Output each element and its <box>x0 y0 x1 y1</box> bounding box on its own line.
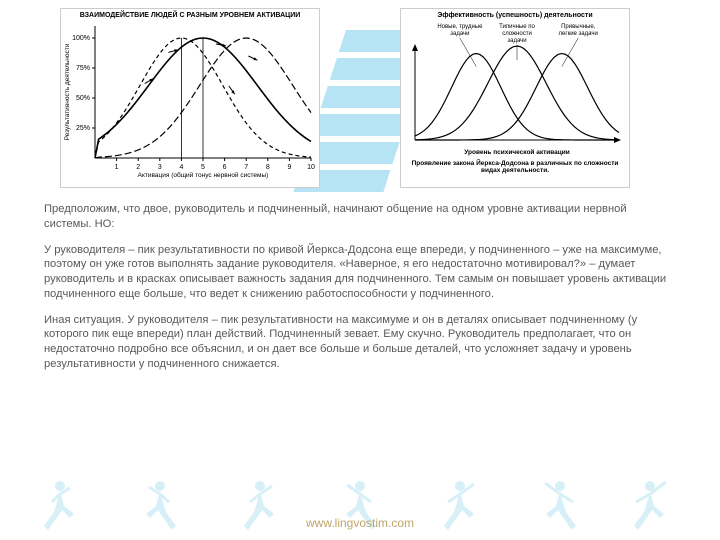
svg-text:Новые, трудные: Новые, трудные <box>437 24 483 30</box>
chart1-svg: 1 2 3 4 5 6 7 8 9 10 25% 50% 75% 100% Активация (общий… <box>61 20 319 180</box>
svg-text:2: 2 <box>136 164 140 171</box>
svg-text:9: 9 <box>287 164 291 171</box>
charts-row: ВЗАИМОДЕЙСТВИЕ ЛЮДЕЙ С РАЗНЫМ УРОВНЕМ АК… <box>0 0 720 192</box>
svg-text:7: 7 <box>244 164 248 171</box>
chart2-title: Эффективность (успешность) деятельности <box>401 9 629 20</box>
svg-text:3: 3 <box>158 164 162 171</box>
svg-text:50%: 50% <box>76 95 90 102</box>
svg-text:сложности: сложности <box>502 31 532 37</box>
svg-text:Результативность деятельности: Результативность деятельности <box>64 43 71 140</box>
chart2-svg: Новые, трудныезадачиТипичные посложности… <box>401 20 629 158</box>
svg-text:Уровень психической активации: Уровень психической активации <box>464 148 570 156</box>
svg-text:Привычные,: Привычные, <box>561 24 596 30</box>
svg-text:Типичные по: Типичные по <box>499 24 535 30</box>
svg-text:4: 4 <box>179 164 183 171</box>
chart-right: Эффективность (успешность) деятельности … <box>400 8 630 188</box>
paragraph: Предположим, что двое, руководитель и по… <box>44 202 676 232</box>
svg-text:100%: 100% <box>72 35 90 42</box>
svg-text:25%: 25% <box>76 125 90 132</box>
svg-text:6: 6 <box>223 164 227 171</box>
chart-left: ВЗАИМОДЕЙСТВИЕ ЛЮДЕЙ С РАЗНЫМ УРОВНЕМ АК… <box>60 8 320 188</box>
chart2-caption: Проявление закона Йеркса-Додсона в разли… <box>401 158 629 177</box>
svg-text:легкие задачи: легкие задачи <box>559 31 598 37</box>
paragraph: У руководителя – пик результативности по… <box>44 243 676 302</box>
footer-link[interactable]: www.lingvostim.com <box>0 516 720 530</box>
svg-text:10: 10 <box>307 164 315 171</box>
body-text: Предположим, что двое, руководитель и по… <box>0 192 720 372</box>
svg-text:8: 8 <box>266 164 270 171</box>
paragraph: Иная ситуация. У руководителя – пик резу… <box>44 313 676 372</box>
svg-text:задачи: задачи <box>450 31 469 37</box>
chart1-title: ВЗАИМОДЕЙСТВИЕ ЛЮДЕЙ С РАЗНЫМ УРОВНЕМ АК… <box>61 9 319 20</box>
svg-text:задачи: задачи <box>507 38 526 44</box>
svg-text:5: 5 <box>201 164 205 171</box>
svg-text:Активация (общий тонус нервной: Активация (общий тонус нервной системы) <box>138 171 269 179</box>
svg-text:75%: 75% <box>76 65 90 72</box>
svg-text:1: 1 <box>115 164 119 171</box>
